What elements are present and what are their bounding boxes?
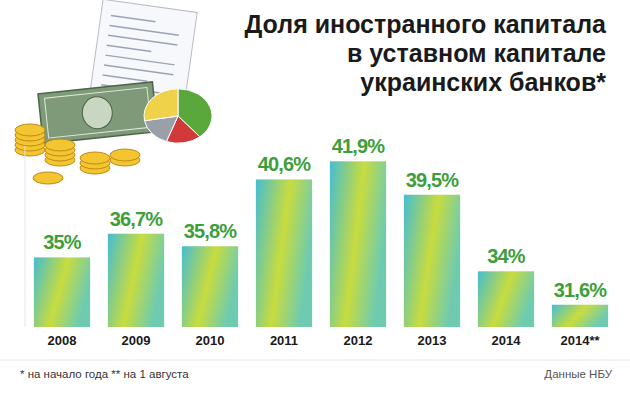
clipart-pie-slice [144, 89, 178, 121]
category-label: 2009 [122, 333, 151, 348]
clipart-bill-portrait [81, 95, 114, 130]
clipart-paper-line [107, 45, 152, 51]
data-label: 40,6% [258, 153, 312, 175]
data-label: 41,9% [332, 135, 386, 157]
bar [478, 271, 534, 327]
bar [256, 179, 312, 327]
bar [330, 161, 386, 327]
labels: 35% 2008 36,7% 2009 35,8% 2010 40,6% 2011 41,9% 2… [43, 135, 607, 348]
clipart-bill-frame [44, 87, 151, 138]
data-label: 35,8% [184, 220, 238, 242]
data-label: 39,5% [406, 169, 460, 191]
category-label: 2014** [560, 333, 600, 348]
clipart-coin [45, 139, 75, 151]
clipart-paper-line [108, 35, 177, 45]
data-label: 35% [43, 231, 82, 253]
footnote: * на начало года ** на 1 августа [20, 368, 189, 380]
category-label: 2010 [196, 333, 225, 348]
category-label: 2011 [270, 333, 298, 348]
clipart-paper-line [110, 25, 179, 35]
bar [108, 234, 164, 327]
data-label: 31,6% [554, 279, 608, 301]
category-label: 2012 [344, 333, 373, 348]
clipart [15, 0, 212, 184]
category-label: 2014 [492, 333, 522, 348]
footer-rule [0, 360, 630, 361]
value-axis-line [25, 146, 26, 327]
clipart-bill [38, 82, 158, 144]
bar [34, 257, 90, 327]
data-label: 34% [487, 245, 526, 267]
chart-title: Доля иностранного капитала в уставном ка… [245, 10, 607, 97]
clipart-coin [80, 152, 110, 164]
clipart-paper-line [111, 16, 156, 22]
category-label: 2008 [48, 333, 77, 348]
bar [552, 305, 608, 327]
source: Данные НБУ [544, 368, 612, 380]
clipart-paper-line [103, 75, 148, 81]
clipart-paper-line [105, 55, 174, 65]
bar [182, 246, 238, 327]
category-label: 2013 [418, 333, 447, 348]
clipart-coin [33, 172, 63, 184]
clipart-bill-body [38, 82, 158, 144]
bars [34, 161, 608, 327]
clipart-coin [15, 124, 45, 136]
clipart-paper-line [104, 65, 173, 75]
clipart-coin [110, 149, 140, 161]
data-label: 36,7% [110, 208, 164, 230]
bar [404, 195, 460, 327]
chart-root: 35% 2008 36,7% 2009 35,8% 2010 40,6% 2011 41,9% 2… [0, 0, 630, 395]
